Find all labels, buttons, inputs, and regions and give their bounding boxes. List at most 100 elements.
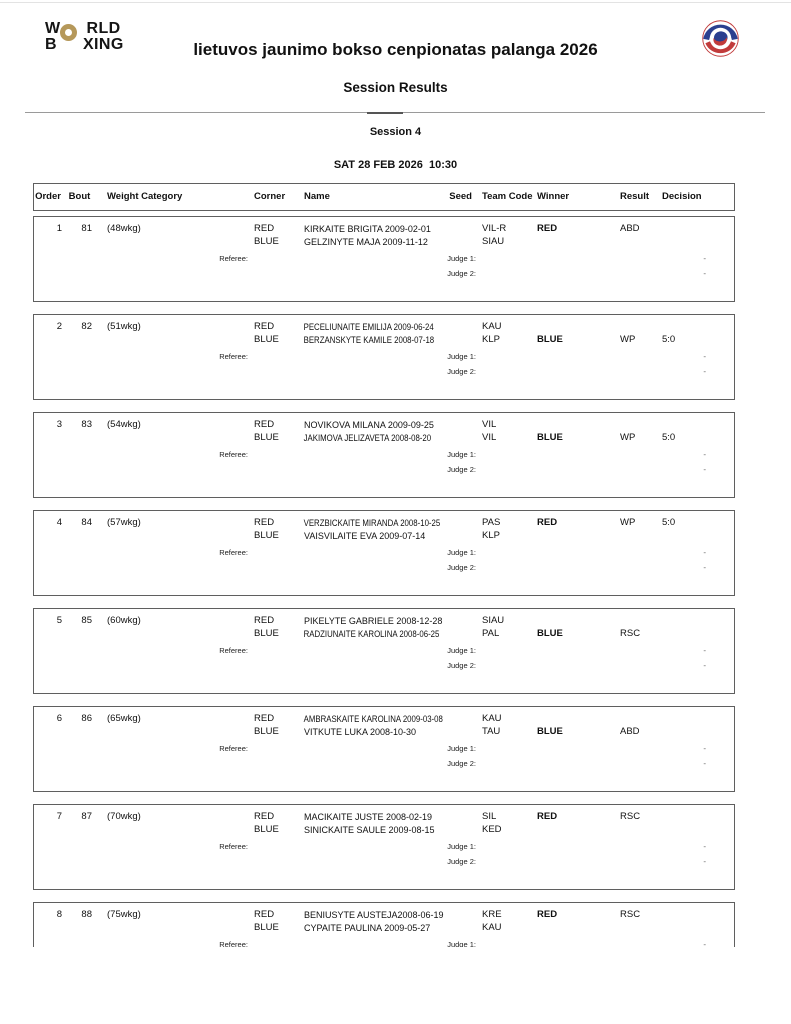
- result-value: ABD: [620, 223, 640, 234]
- weight-category: (75wkg): [107, 909, 141, 920]
- referee-label: Referee:: [219, 547, 248, 557]
- decision-value: [659, 811, 734, 824]
- winner-value: BLUE: [537, 333, 563, 345]
- weight-category: (65wkg): [107, 713, 141, 724]
- red-corner-line: 7 87 (70wkg) RED MACIKAITE JUSTE 2008-02…: [34, 811, 734, 824]
- red-seed: [445, 811, 479, 824]
- blue-seed: [445, 432, 479, 445]
- empty-cell: [34, 562, 249, 573]
- officials-line-2: Judge 2: -: [34, 758, 734, 769]
- winner-value: [534, 419, 617, 432]
- empty-cell: [34, 464, 249, 475]
- referee-label: Referee:: [219, 253, 248, 263]
- blue-seed: [445, 628, 479, 641]
- empty-cell: [67, 334, 98, 347]
- blue-corner-line: BLUE BERZANSKYTE KAMILE 2008-07-18 KLP B…: [34, 334, 734, 347]
- red-team-code: VIL: [482, 419, 497, 430]
- blue-corner-label: BLUE: [254, 529, 279, 541]
- result-value: [617, 419, 659, 432]
- red-team-code: VIL-R: [482, 223, 507, 234]
- judge1-label: Judge 1:: [447, 547, 476, 557]
- page-subtitle: Session Results: [343, 80, 448, 95]
- blue-seed: [445, 530, 479, 543]
- logo-text: W: [45, 20, 61, 37]
- red-corner-label: RED: [254, 811, 275, 822]
- bout-row: 4 84 (57wkg) RED VERZBICKAITE MIRANDA 20…: [33, 510, 735, 596]
- blue-corner-line: BLUE VAISVILAITE EVA 2009-07-14 KLP: [34, 530, 734, 543]
- bout-row: 1 81 (48wkg) RED KIRKAITE BRIGITA 2009-0…: [33, 216, 735, 302]
- red-team-code: SIAU: [482, 615, 505, 626]
- red-seed: [445, 321, 479, 334]
- bout-order: 5: [56, 615, 62, 626]
- bout-row: 7 87 (70wkg) RED MACIKAITE JUSTE 2008-02…: [33, 804, 735, 890]
- referee-label: Referee:: [219, 645, 248, 655]
- judge2-label: Judge 2:: [447, 269, 476, 278]
- blue-corner-line: BLUE RADZIUNAITE KAROLINA 2008-06-25 PAL…: [34, 628, 734, 641]
- result-value: WP: [620, 333, 636, 345]
- blue-team-code: KED: [482, 823, 502, 835]
- referee-label: Referee:: [219, 351, 248, 361]
- empty-cell: [34, 856, 249, 867]
- empty-cell: [34, 366, 249, 377]
- red-corner-line: 8 88 (75wkg) RED BENIUSYTE AUSTEJA2008-0…: [34, 909, 734, 922]
- empty-cell: [98, 236, 249, 249]
- weight-category: (70wkg): [107, 811, 141, 822]
- officials-line-1: Referee: Judge 1: -: [34, 547, 734, 558]
- blue-corner-line: BLUE CYPAITE PAULINA 2009-05-27 KAU: [34, 922, 734, 935]
- bout-order: 3: [56, 419, 62, 430]
- session-datetime: SAT 28 FEB 2026 10:30: [333, 159, 458, 171]
- red-seed: [445, 223, 479, 236]
- decision-dash: -: [703, 939, 706, 948]
- red-team-code: SIL: [482, 811, 497, 822]
- result-value: RSC: [620, 909, 641, 920]
- bout-number: 83: [81, 419, 92, 430]
- blue-corner-line: BLUE JAKIMOVA JELIZAVETA 2008-08-20 VIL …: [34, 432, 734, 445]
- blue-seed: [445, 726, 479, 739]
- empty-cell: [67, 922, 98, 935]
- blue-corner-label: BLUE: [254, 725, 279, 737]
- red-corner-line: 1 81 (48wkg) RED KIRKAITE BRIGITA 2009-0…: [34, 223, 734, 236]
- col-header-order: Order: [35, 190, 61, 202]
- red-boxer-name: PECELIUNAITE EMILIJA 2009-06-24: [303, 322, 434, 332]
- bout-row: 5 85 (60wkg) RED PIKELYTE GABRIELE 2008-…: [33, 608, 735, 694]
- result-value: [617, 824, 659, 837]
- decision-dash: -: [703, 449, 706, 459]
- page-title: lietuvos jaunimo bokso cenpionatas palan…: [193, 40, 598, 59]
- decision-value: [659, 824, 734, 837]
- empty-cell: [34, 922, 67, 935]
- decision-value: [659, 615, 734, 628]
- red-boxer-name: KIRKAITE BRIGITA 2009-02-01: [304, 224, 431, 234]
- red-corner-label: RED: [254, 517, 275, 528]
- blue-boxer-name: GELZINYTE MAJA 2009-11-12: [304, 236, 428, 247]
- weight-category: (60wkg): [107, 615, 141, 626]
- bout-row: 2 82 (51wkg) RED PECELIUNAITE EMILIJA 20…: [33, 314, 735, 400]
- blue-corner-label: BLUE: [254, 235, 279, 247]
- bout-order: 1: [56, 223, 62, 234]
- blue-boxer-name: BERZANSKYTE KAMILE 2008-07-18: [303, 334, 435, 345]
- blue-boxer-name: RADZIUNAITE KAROLINA 2008-06-25: [303, 628, 440, 639]
- red-corner-label: RED: [254, 419, 275, 430]
- bout-order: 8: [56, 909, 62, 920]
- gold-ring-icon: [60, 24, 77, 41]
- blue-corner-label: BLUE: [254, 627, 279, 639]
- empty-cell: [34, 236, 67, 249]
- bout-number: 81: [81, 223, 92, 234]
- officials-line-2: Judge 2: -: [34, 660, 734, 671]
- bout-order: 2: [56, 321, 62, 332]
- decision-dash: -: [703, 547, 706, 557]
- col-header-decision: Decision: [662, 190, 702, 202]
- decision-dash: -: [703, 743, 706, 753]
- weight-category: (51wkg): [107, 321, 141, 332]
- col-header-result: Result: [620, 190, 650, 202]
- empty-cell: [98, 628, 249, 641]
- red-boxer-name: VERZBICKAITE MIRANDA 2008-10-25: [303, 518, 441, 528]
- decision-value: 5:0: [662, 517, 676, 528]
- result-value: RSC: [620, 627, 641, 639]
- red-corner-label: RED: [254, 909, 275, 920]
- red-seed: [445, 615, 479, 628]
- officials-line-1: Referee: Judge 1: -: [34, 939, 734, 948]
- officials-line-1: Referee: Judge 1: -: [34, 841, 734, 852]
- judge2-label: Judge 2:: [447, 367, 476, 376]
- result-value: WP: [620, 431, 636, 443]
- bout-number: 86: [81, 713, 92, 724]
